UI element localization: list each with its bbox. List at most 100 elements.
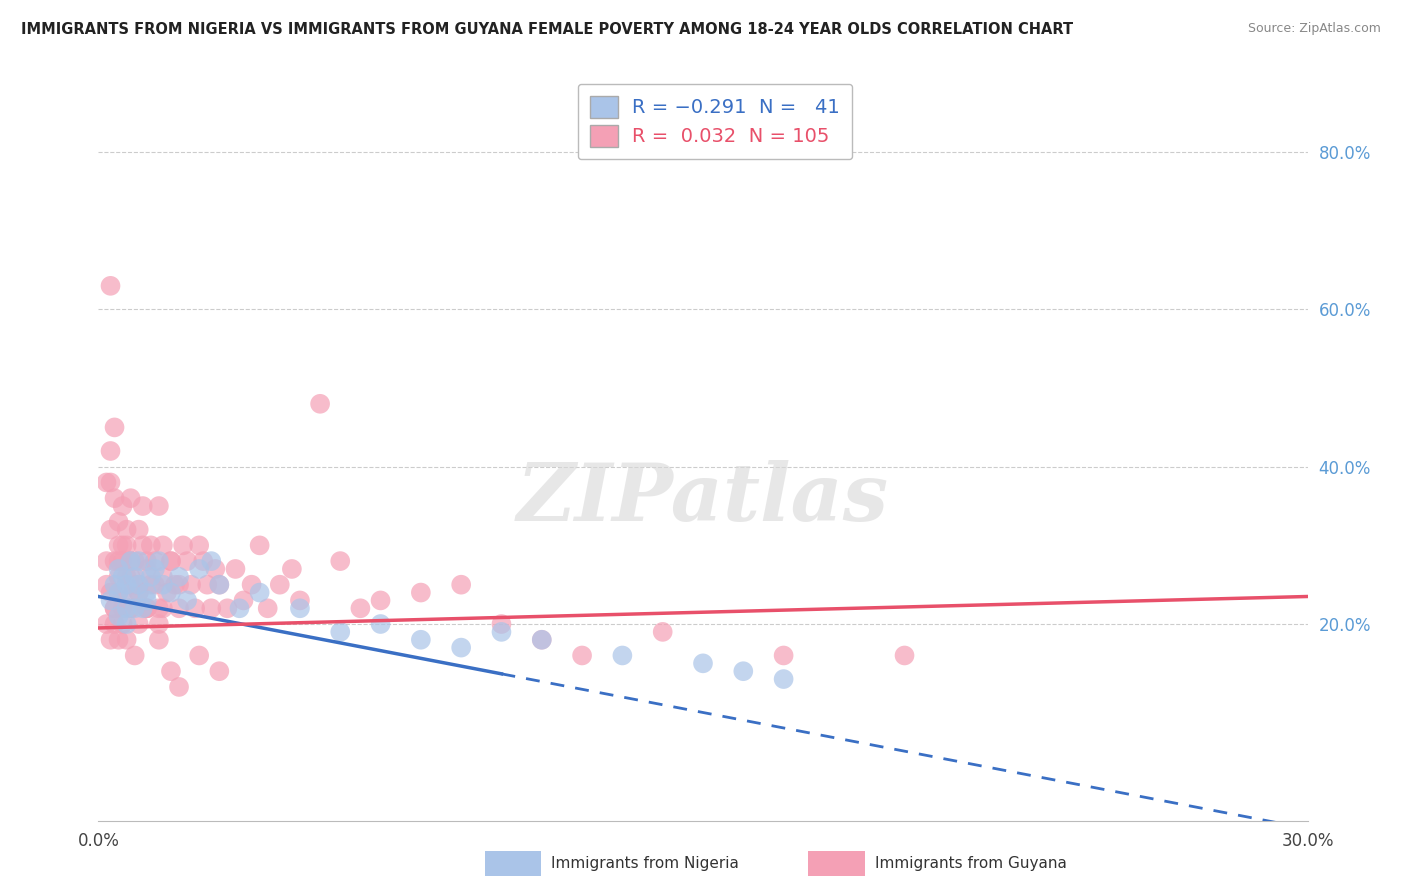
Point (772, 672, 794, 686)
Point (128, 577, 150, 591)
Point (100, 444, 122, 458)
Point (160, 664, 183, 678)
Point (103, 491, 125, 505)
Text: Immigrants from Nigeria: Immigrants from Nigeria (551, 856, 740, 871)
Point (103, 617, 125, 632)
Point (491, 624, 513, 639)
Point (96, 617, 118, 632)
Point (160, 585, 183, 599)
Point (176, 593, 198, 607)
Point (349, 601, 371, 615)
Point (103, 577, 125, 591)
Point (188, 648, 211, 663)
Point (204, 562, 226, 576)
Point (120, 554, 142, 568)
Text: Source: ZipAtlas.com: Source: ZipAtlas.com (1247, 22, 1381, 36)
Point (152, 601, 174, 615)
Point (100, 632, 122, 647)
Point (115, 570, 138, 584)
Point (188, 562, 211, 576)
Point (139, 570, 162, 584)
Point (132, 499, 155, 513)
Point (152, 577, 174, 591)
Point (124, 554, 146, 568)
Point (103, 554, 125, 568)
Point (530, 632, 553, 647)
Point (188, 538, 211, 552)
Point (111, 554, 134, 568)
Point (571, 648, 593, 663)
Point (772, 648, 794, 663)
Point (208, 664, 231, 678)
Point (156, 585, 179, 599)
Point (200, 601, 222, 615)
Point (135, 554, 157, 568)
Point (249, 538, 271, 552)
Point (152, 538, 174, 552)
Point (111, 585, 134, 599)
Point (107, 632, 129, 647)
Point (120, 570, 142, 584)
Point (329, 624, 352, 639)
Point (167, 601, 190, 615)
Point (228, 601, 250, 615)
Point (172, 538, 194, 552)
Point (107, 585, 129, 599)
Point (135, 585, 157, 599)
Point (115, 577, 138, 591)
Point (208, 577, 231, 591)
Point (148, 617, 170, 632)
Point (132, 538, 155, 552)
Point (893, 648, 915, 663)
Point (200, 554, 222, 568)
Point (111, 570, 134, 584)
Point (148, 499, 170, 513)
Point (103, 601, 125, 615)
Point (115, 617, 138, 632)
Point (128, 585, 150, 599)
Point (107, 609, 129, 624)
Point (217, 601, 239, 615)
Point (103, 601, 125, 615)
Point (163, 577, 186, 591)
Point (96, 475, 118, 490)
Point (409, 585, 432, 599)
Point (100, 278, 122, 293)
Point (135, 593, 157, 607)
Point (120, 601, 142, 615)
Point (176, 554, 198, 568)
Text: IMMIGRANTS FROM NIGERIA VS IMMIGRANTS FROM GUYANA FEMALE POVERTY AMONG 18-24 YEA: IMMIGRANTS FROM NIGERIA VS IMMIGRANTS FR… (21, 22, 1073, 37)
Point (288, 593, 311, 607)
Point (107, 570, 129, 584)
Point (651, 624, 673, 639)
Point (269, 577, 291, 591)
Point (530, 632, 553, 647)
Point (224, 562, 246, 576)
Point (249, 585, 271, 599)
Point (370, 593, 392, 607)
Point (120, 554, 142, 568)
Point (132, 601, 155, 615)
Point (450, 640, 472, 655)
Point (281, 562, 304, 576)
Point (111, 601, 134, 615)
Point (160, 554, 183, 568)
Point (148, 601, 170, 615)
Point (115, 601, 138, 615)
Point (100, 593, 122, 607)
Point (288, 601, 311, 615)
Point (115, 523, 138, 537)
Point (148, 554, 170, 568)
Point (143, 562, 166, 576)
Text: Immigrants from Guyana: Immigrants from Guyana (875, 856, 1066, 871)
Point (139, 577, 162, 591)
Point (135, 562, 157, 576)
Point (107, 538, 129, 552)
Point (103, 420, 125, 434)
Point (124, 601, 146, 615)
Point (135, 601, 157, 615)
Point (107, 585, 129, 599)
Point (193, 554, 215, 568)
Point (100, 585, 122, 599)
Point (107, 562, 129, 576)
